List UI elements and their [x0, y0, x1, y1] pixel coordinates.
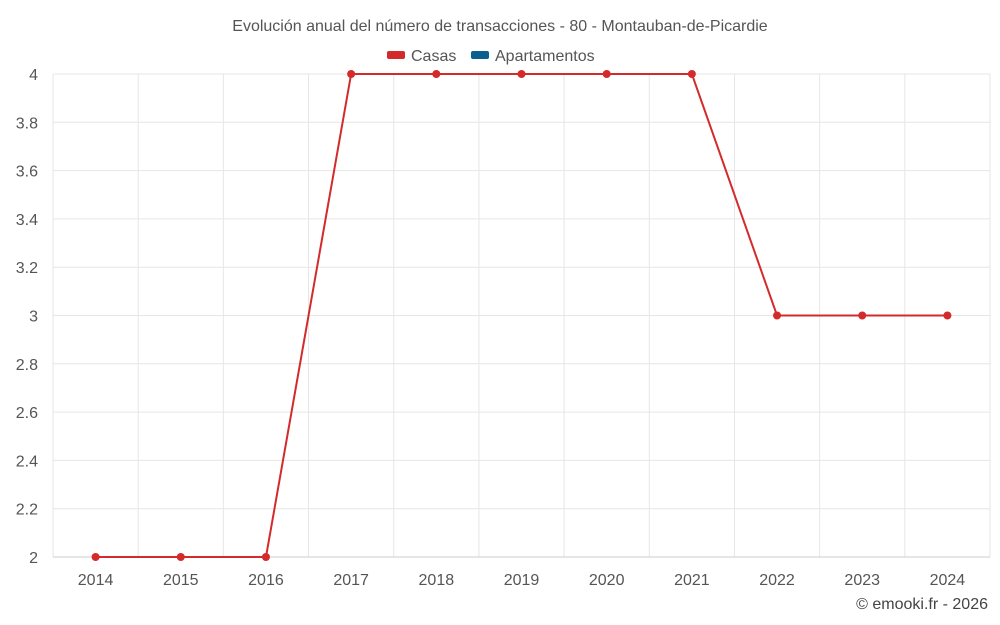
- legend-item-apartamentos[interactable]: Apartamentos: [471, 48, 595, 65]
- y-tick-label: 3.2: [16, 260, 38, 277]
- y-tick-label: 3: [29, 309, 38, 326]
- y-tick-label: 3.6: [16, 164, 38, 181]
- legend-label-casas: Casas: [411, 48, 456, 65]
- y-tick-label: 2.4: [16, 453, 38, 470]
- y-tick-label: 2.8: [16, 357, 38, 374]
- y-tick-label: 2.6: [16, 405, 38, 422]
- x-tick-label: 2015: [163, 572, 199, 589]
- x-axis-ticks: 2014 2015 2016 2017 2018 2019 2020 2021 2022 2023…: [78, 572, 966, 589]
- x-tick-label: 2022: [759, 572, 795, 589]
- credit-text: © emooki.fr - 2026: [856, 596, 988, 613]
- data-point-casas[interactable]: [773, 311, 782, 320]
- data-point-casas[interactable]: [858, 311, 867, 320]
- y-tick-label: 3.4: [16, 212, 38, 229]
- series-casas: [91, 70, 952, 561]
- data-point-casas[interactable]: [517, 70, 526, 78]
- gridlines: [52, 73, 991, 558]
- data-point-casas[interactable]: [91, 553, 100, 561]
- x-tick-label: 2020: [589, 572, 625, 589]
- chart-title: Evolución anual del número de transaccio…: [232, 18, 768, 35]
- data-point-casas[interactable]: [943, 311, 952, 320]
- data-point-casas[interactable]: [432, 70, 441, 78]
- x-tick-label: 2019: [504, 572, 540, 589]
- y-tick-label: 2.2: [16, 502, 38, 519]
- data-point-casas[interactable]: [687, 70, 696, 78]
- data-point-casas[interactable]: [176, 553, 185, 561]
- x-tick-label: 2023: [844, 572, 880, 589]
- x-tick-label: 2021: [674, 572, 710, 589]
- y-axis-ticks: 2 2.2 2.4 2.6 2.8 3 3.2 3.4 3.6 3.8 4: [16, 67, 38, 567]
- data-point-casas[interactable]: [602, 70, 611, 78]
- x-tick-label: 2017: [333, 572, 369, 589]
- y-tick-label: 3.8: [16, 115, 38, 132]
- data-point-casas[interactable]: [347, 70, 356, 78]
- legend: Casas Apartamentos: [387, 48, 595, 65]
- y-tick-label: 2: [29, 550, 38, 567]
- data-point-casas[interactable]: [261, 553, 270, 561]
- legend-swatch-casas: [387, 51, 405, 59]
- legend-item-casas[interactable]: Casas: [387, 48, 456, 65]
- legend-swatch-apartamentos: [471, 51, 489, 59]
- x-tick-label: 2016: [248, 572, 284, 589]
- y-tick-label: 4: [29, 67, 38, 84]
- x-tick-label: 2024: [930, 572, 966, 589]
- x-tick-label: 2014: [78, 572, 114, 589]
- legend-label-apartamentos: Apartamentos: [495, 48, 595, 65]
- x-tick-label: 2018: [419, 572, 455, 589]
